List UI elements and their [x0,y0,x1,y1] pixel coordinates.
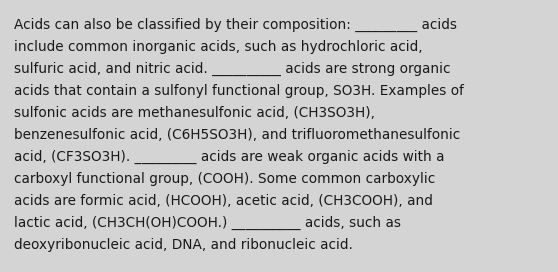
Text: acids that contain a sulfonyl functional group, SO3H. Examples of: acids that contain a sulfonyl functional… [14,84,464,98]
Text: lactic acid, (CH3CH(OH)COOH.) __________ acids, such as: lactic acid, (CH3CH(OH)COOH.) __________… [14,216,401,230]
Text: acid, (CF3SO3H). _________ acids are weak organic acids with a: acid, (CF3SO3H). _________ acids are wea… [14,150,445,164]
Text: carboxyl functional group, (COOH). Some common carboxylic: carboxyl functional group, (COOH). Some … [14,172,435,186]
Text: deoxyribonucleic acid, DNA, and ribonucleic acid.: deoxyribonucleic acid, DNA, and ribonucl… [14,238,353,252]
Text: sulfonic acids are methanesulfonic acid, (CH3SO3H),: sulfonic acids are methanesulfonic acid,… [14,106,375,120]
Text: acids are formic acid, (HCOOH), acetic acid, (CH3COOH), and: acids are formic acid, (HCOOH), acetic a… [14,194,433,208]
Text: Acids can also be classified by their composition: _________ acids: Acids can also be classified by their co… [14,18,457,32]
Text: benzenesulfonic acid, (C6H5SO3H), and trifluoromethanesulfonic: benzenesulfonic acid, (C6H5SO3H), and tr… [14,128,460,142]
Text: include common inorganic acids, such as hydrochloric acid,: include common inorganic acids, such as … [14,40,422,54]
Text: sulfuric acid, and nitric acid. __________ acids are strong organic: sulfuric acid, and nitric acid. ________… [14,62,450,76]
